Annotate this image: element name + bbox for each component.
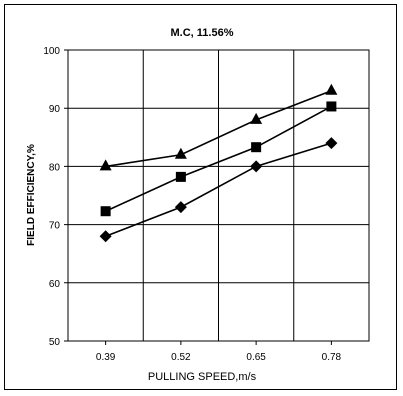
triangle-marker xyxy=(174,147,187,159)
y-tick-label: 70 xyxy=(49,221,61,232)
series-square xyxy=(100,101,337,217)
y-tick-label: 80 xyxy=(49,162,61,173)
chart-title: M.C, 11.56% xyxy=(171,27,234,39)
series-triangle xyxy=(99,83,338,171)
square-marker xyxy=(100,206,111,217)
diamond-marker xyxy=(99,230,112,243)
series-diamond xyxy=(99,137,338,243)
square-marker xyxy=(251,142,262,153)
x-tick-label: 0.52 xyxy=(171,352,191,363)
triangle-marker xyxy=(99,159,112,171)
diamond-marker xyxy=(325,137,338,150)
x-tick-label: 0.39 xyxy=(96,352,116,363)
series-group xyxy=(99,83,338,243)
diamond-marker xyxy=(174,201,187,214)
series-line-triangle xyxy=(105,89,332,168)
y-tick-labels: 50 60 70 80 90 100 xyxy=(43,46,60,348)
triangle-marker xyxy=(250,112,263,124)
y-tick-label: 50 xyxy=(49,337,61,348)
y-axis-label: FIELD EFFICIENCY,% xyxy=(26,144,37,246)
x-tick-labels: 0.39 0.52 0.65 0.78 xyxy=(96,352,342,363)
y-tick-label: 100 xyxy=(43,46,60,57)
x-tick-label: 0.78 xyxy=(322,352,342,363)
diamond-marker xyxy=(250,160,263,173)
series-line-diamond xyxy=(105,142,332,237)
plot-area-border xyxy=(67,49,370,342)
y-tick-label: 90 xyxy=(49,104,61,115)
x-axis-label: PULLING SPEED,m/s xyxy=(148,371,257,383)
series-line-square xyxy=(105,105,332,212)
y-tick-label: 60 xyxy=(49,279,61,290)
square-marker xyxy=(175,171,186,182)
x-tick-label: 0.65 xyxy=(246,352,266,363)
square-marker xyxy=(326,101,337,112)
triangle-marker xyxy=(325,83,338,95)
